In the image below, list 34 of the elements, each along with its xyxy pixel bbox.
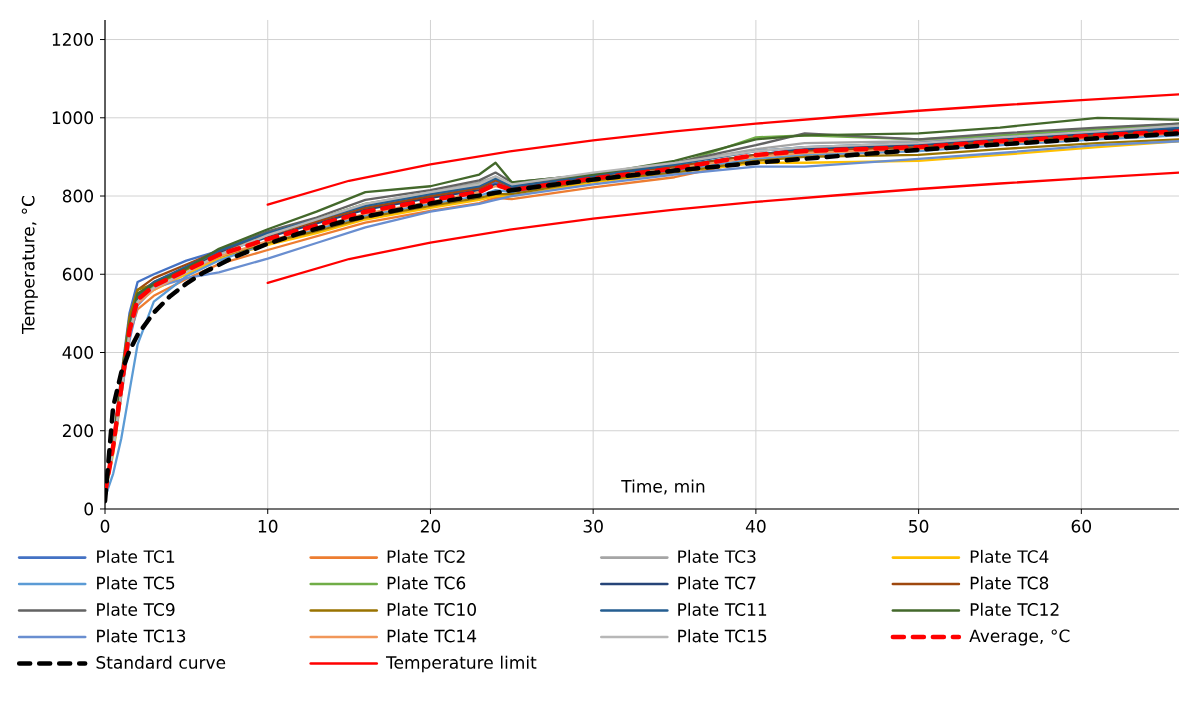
- legend-label: Average, °C: [969, 629, 1070, 646]
- legend-label: Plate TC15: [678, 629, 767, 643]
- legend-label: Plate TC12: [970, 602, 1059, 616]
- x-tick-label: 50: [909, 519, 929, 533]
- legend-label: Plate TC7: [678, 576, 756, 590]
- legend-label: Plate TC4: [970, 549, 1049, 563]
- legend-label: Plate TC13: [97, 629, 186, 643]
- legend-label: Plate TC11: [678, 602, 767, 616]
- y-tick-label: 1000: [52, 111, 93, 125]
- legend-label: Plate TC6: [387, 576, 466, 590]
- x-tick-label: 10: [258, 519, 278, 533]
- x-tick-label: 20: [420, 519, 441, 533]
- legend-label: Plate TC10: [387, 602, 476, 616]
- legend-label: Plate TC8: [970, 576, 1049, 590]
- legend-label: Plate TC1: [97, 549, 175, 563]
- legend-label: Plate TC3: [678, 549, 756, 563]
- x-tick-label: 40: [745, 519, 766, 533]
- y-axis-title: Temperature, °C: [21, 195, 38, 334]
- legend-label: Plate TC9: [97, 602, 175, 616]
- legend-label: Plate TC14: [387, 629, 477, 643]
- x-tick-label: 30: [583, 519, 603, 533]
- legend-label: Plate TC2: [387, 549, 465, 563]
- y-tick-label: 600: [62, 267, 94, 281]
- x-tick-label: 0: [100, 519, 110, 533]
- y-tick-label: 800: [62, 189, 94, 203]
- y-tick-label: 400: [62, 346, 94, 359]
- y-tick-label: 0: [84, 502, 94, 516]
- legend-label: Standard curve: [96, 655, 226, 669]
- legend-label: Plate TC5: [97, 576, 175, 590]
- x-tick-label: 60: [1071, 519, 1092, 533]
- x-axis-title: Time, min: [621, 479, 705, 495]
- y-tick-label: 1200: [52, 33, 93, 46]
- y-tick-label: 200: [62, 424, 94, 438]
- legend-label: Temperature limit: [385, 655, 537, 673]
